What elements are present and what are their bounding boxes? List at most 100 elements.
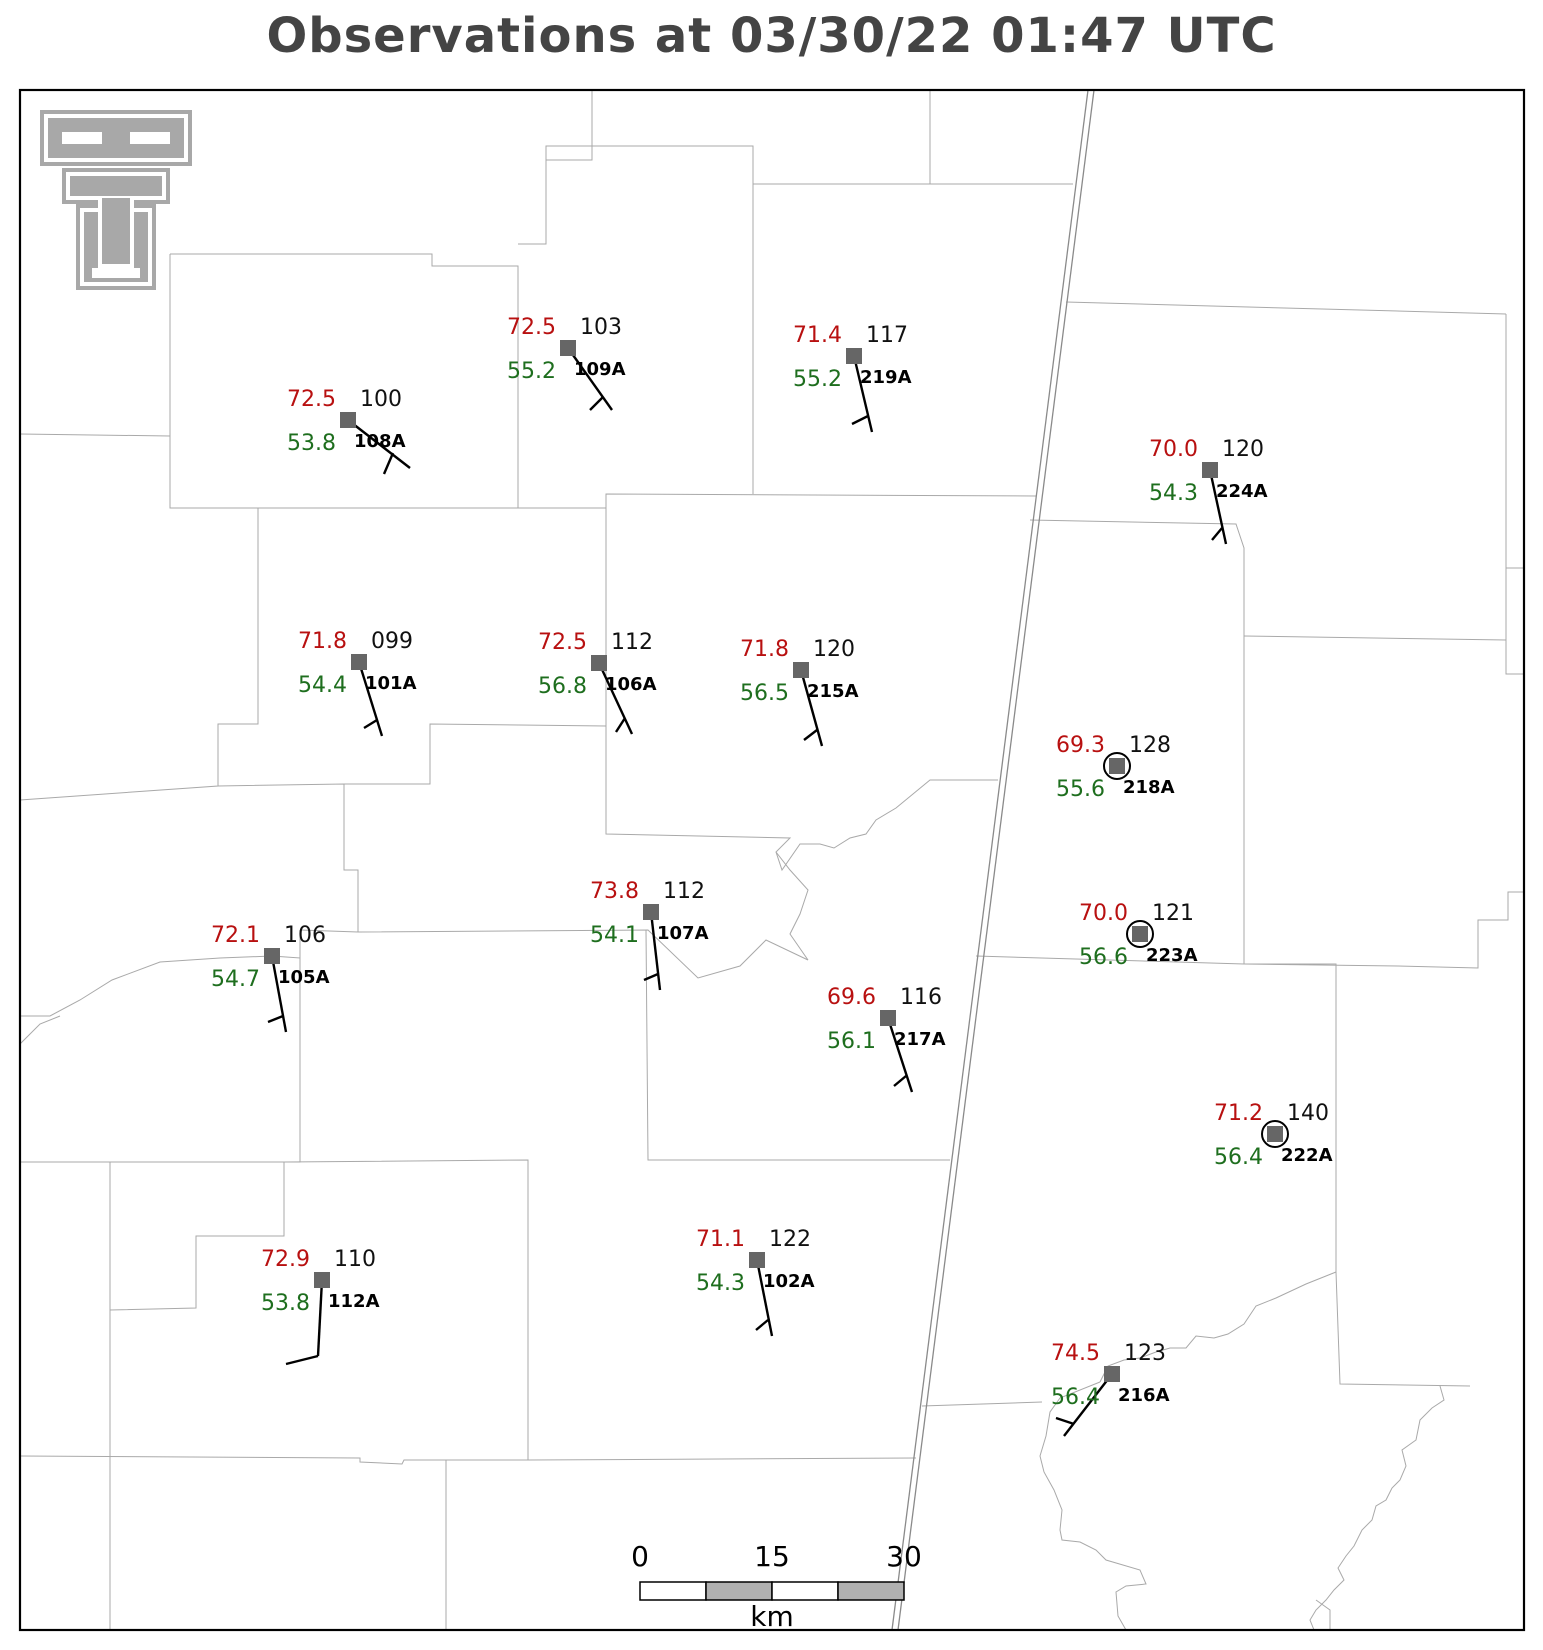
county-boundaries — [19, 90, 1524, 1631]
temperature-label: 72.5 — [538, 630, 587, 655]
wind-barb-staff — [1063, 1373, 1113, 1437]
station-id-label: 223A — [1146, 945, 1198, 966]
pressure-label: 116 — [900, 985, 942, 1010]
scale-label-0: 0 — [631, 1540, 649, 1573]
dewpoint-label: 53.8 — [287, 431, 336, 456]
pressure-label: 106 — [284, 923, 326, 948]
dewpoint-label: 56.6 — [1079, 945, 1128, 970]
map-title: Observations at 03/30/22 01:47 UTC — [266, 8, 1277, 64]
pressure-label: 112 — [663, 879, 705, 904]
temperature-label: 72.9 — [261, 1247, 310, 1272]
dewpoint-label: 56.4 — [1214, 1145, 1263, 1170]
pressure-label: 110 — [334, 1247, 376, 1272]
dewpoint-label: 55.2 — [793, 367, 842, 392]
temperature-label: 74.5 — [1051, 1341, 1100, 1366]
wind-barb-staff — [649, 911, 662, 991]
wind-barb-flag — [267, 1014, 284, 1024]
station-marker — [1104, 1366, 1120, 1382]
wind-barb-flag — [643, 972, 659, 982]
temperature-label: 71.8 — [740, 637, 789, 662]
wind-barb-staff — [852, 355, 874, 433]
scale-label-15: 15 — [754, 1540, 790, 1573]
wind-barb-flag — [363, 718, 378, 730]
station-marker — [560, 340, 576, 356]
station-105a: 72.1 106 54.7 105A — [211, 923, 330, 1033]
scale-segment — [705, 1581, 773, 1601]
temperature-label: 72.1 — [211, 923, 260, 948]
station-id-label: 219A — [860, 367, 912, 388]
station-marker — [846, 348, 862, 364]
wind-barb-flag — [285, 1354, 319, 1366]
dewpoint-label: 53.8 — [261, 1291, 310, 1316]
wind-barb-staff — [886, 1017, 914, 1093]
station-id-label: 109A — [574, 359, 626, 380]
station-marker — [1132, 926, 1148, 942]
pressure-label: 100 — [360, 387, 402, 412]
pressure-label: 099 — [371, 629, 413, 654]
dewpoint-label: 54.4 — [298, 673, 347, 698]
wind-barb-staff — [270, 955, 288, 1033]
wind-barb-staff — [1208, 469, 1228, 545]
station-216a: 74.5 123 56.4 216A — [1051, 1341, 1170, 1437]
pressure-label: 120 — [813, 637, 855, 662]
station-id-label: 102A — [763, 1271, 815, 1292]
scale-segment — [771, 1581, 839, 1601]
pressure-label: 120 — [1222, 437, 1264, 462]
temperature-label: 71.8 — [298, 629, 347, 654]
dewpoint-label: 54.3 — [1149, 481, 1198, 506]
wind-barb-flag — [893, 1075, 907, 1087]
station-marker — [351, 654, 367, 670]
station-marker — [591, 655, 607, 671]
station-107a: 73.8 112 54.1 107A — [590, 879, 709, 991]
dewpoint-label: 54.7 — [211, 967, 260, 992]
station-id-label: 108A — [354, 431, 406, 452]
wind-barb-staff — [357, 661, 384, 737]
state-line — [891, 89, 1095, 1631]
pressure-label: 122 — [769, 1227, 811, 1252]
dewpoint-label: 54.1 — [590, 923, 639, 948]
station-224a: 70.0 120 54.3 224A — [1149, 437, 1268, 545]
dewpoint-label: 56.8 — [538, 674, 587, 699]
station-id-label: 217A — [894, 1029, 946, 1050]
pressure-label: 121 — [1152, 901, 1194, 926]
station-219a: 71.4 117 55.2 219A — [793, 323, 912, 433]
pressure-label: 112 — [611, 630, 653, 655]
dewpoint-label: 55.2 — [507, 359, 556, 384]
dewpoint-label: 56.4 — [1051, 1385, 1100, 1410]
temperature-label: 71.1 — [696, 1227, 745, 1252]
station-marker — [1267, 1126, 1283, 1142]
station-marker — [264, 948, 280, 964]
station-id-label: 215A — [807, 681, 859, 702]
wind-barb-staff — [567, 347, 613, 411]
wind-barb-staff — [316, 1279, 324, 1357]
station-id-label: 106A — [605, 674, 657, 695]
station-id-label: 107A — [657, 923, 709, 944]
dewpoint-label: 55.6 — [1056, 777, 1105, 802]
wind-barb-flag — [589, 396, 604, 411]
temperature-label: 69.6 — [827, 985, 876, 1010]
wind-barb-flag — [614, 717, 627, 733]
temperature-label: 72.5 — [507, 315, 556, 340]
station-id-label: 112A — [328, 1291, 380, 1312]
calm-wind-circle — [1126, 920, 1154, 948]
scale-unit: km — [750, 1600, 794, 1633]
station-marker — [880, 1010, 896, 1026]
dewpoint-label: 56.5 — [740, 681, 789, 706]
temperature-label: 71.2 — [1214, 1101, 1263, 1126]
double-t-logo — [40, 110, 192, 290]
wind-barb-staff — [597, 662, 634, 735]
station-101a: 71.8 099 54.4 101A — [298, 629, 417, 737]
wind-barb-flag — [851, 414, 869, 426]
station-marker — [314, 1272, 330, 1288]
scale-bar: 0 15 30 km — [631, 1540, 922, 1633]
pressure-label: 117 — [866, 323, 908, 348]
pressure-label: 103 — [580, 315, 622, 340]
temperature-label: 71.4 — [793, 323, 842, 348]
station-id-label: 222A — [1281, 1145, 1333, 1166]
wind-barb-flag — [1055, 1416, 1075, 1426]
station-215a: 71.8 120 56.5 215A — [740, 637, 859, 747]
scale-label-30: 30 — [886, 1540, 922, 1573]
wind-barb-staff — [799, 669, 824, 747]
scale-segment — [837, 1581, 905, 1601]
station-id-label: 218A — [1123, 777, 1175, 798]
